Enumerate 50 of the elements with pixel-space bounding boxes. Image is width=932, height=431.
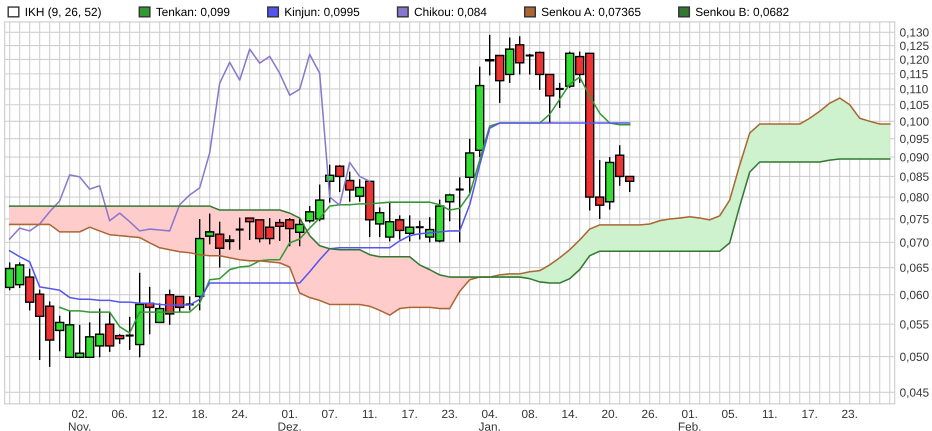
line-series [58, 76, 630, 334]
candlestick [234, 216, 245, 250]
legend-label: Kinjun: 0,0995 [285, 7, 360, 18]
legend-label: Chikou: 0,084 [414, 7, 487, 18]
y-tick-label: 0,095 [900, 134, 929, 145]
x-tick-label: 05. [722, 410, 737, 418]
x-tick-label: 07. [322, 410, 337, 418]
x-tick-label: 26. [642, 410, 657, 418]
legend-label: Tenkan: 0,099 [156, 7, 230, 18]
x-tick-label: 14. [562, 410, 577, 418]
y-tick-label: 0,110 [900, 85, 928, 95]
line-series [8, 97, 890, 316]
y-tick-label: 0,105 [900, 100, 929, 111]
y-tick-label: 0,100 [900, 117, 929, 128]
x-tick-label: 02. Nov. [68, 410, 90, 431]
legend-title: IKH (9, 26, 52) [26, 7, 101, 18]
y-tick-label: 0,130 [900, 28, 929, 38]
x-tick-label: 18. [192, 410, 207, 418]
x-tick-label: 04. Jan. [478, 410, 500, 431]
candlestick [444, 192, 454, 222]
x-tick-label: 06. [112, 410, 127, 418]
x-tick-label: 08. [522, 410, 537, 418]
legend-label: Senkou A: 0,07365 [542, 7, 640, 18]
y-tick-label: 0,070 [900, 238, 929, 248]
y-tick-label: 0,120 [900, 55, 929, 66]
x-tick-label: 01. Feb. [678, 410, 700, 431]
y-tick-label: 0,115 [900, 70, 928, 80]
x-tick-label: 23. [442, 410, 457, 418]
y-tick-label: 0,055 [900, 320, 929, 330]
y-tick-label: 0,075 [900, 214, 929, 225]
legend-label: Senkou B: 0,0682 [696, 7, 789, 18]
y-tick-label: 0,065 [900, 264, 929, 274]
x-tick-label: 17. [802, 410, 817, 418]
y-tick-label: 0,125 [900, 42, 929, 52]
x-tick-label: 24. [232, 410, 247, 418]
x-tick-label: 11. [362, 410, 376, 418]
y-tick-label: 0,060 [900, 290, 929, 300]
y-tick-label: 0,080 [900, 193, 929, 203]
y-tick-label: 0,090 [900, 153, 929, 163]
y-tick-label: 0,085 [900, 172, 929, 182]
x-tick-label: 23. [842, 410, 857, 418]
x-tick-label: 20. [602, 410, 617, 418]
line-series [8, 158, 890, 284]
x-tick-label: 11. [762, 410, 776, 418]
y-tick-label: 0,045 [900, 388, 929, 398]
x-tick-label: 17. [402, 410, 417, 418]
x-tick-label: 01. Dez. [278, 410, 301, 431]
candlestick [454, 176, 465, 244]
y-tick-label: 0,050 [900, 352, 929, 362]
x-tick-label: 12. [152, 410, 167, 418]
